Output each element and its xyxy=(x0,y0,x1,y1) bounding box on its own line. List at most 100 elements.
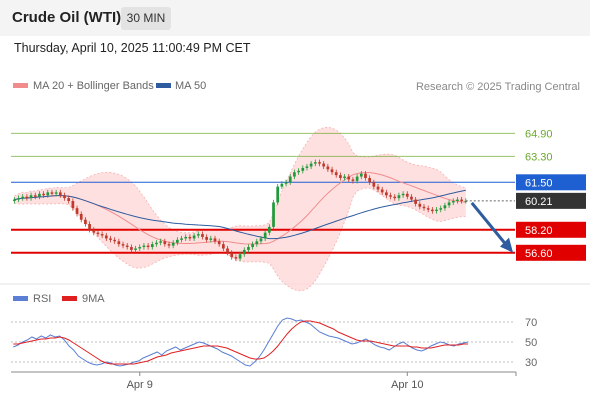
candle-body xyxy=(196,234,200,236)
candle-body xyxy=(226,248,229,253)
candle-body xyxy=(33,195,37,197)
candle-body xyxy=(130,247,133,250)
candle-body xyxy=(155,242,158,245)
candle-body xyxy=(280,183,284,187)
candle-body xyxy=(192,235,196,239)
candle-body xyxy=(234,257,238,259)
rsi-ma-line xyxy=(13,320,468,365)
candle-body xyxy=(25,196,29,199)
candle-body xyxy=(242,249,246,255)
candle-body xyxy=(330,169,334,173)
candle-body xyxy=(38,193,41,197)
candle-body xyxy=(343,176,346,178)
candle-body xyxy=(134,248,137,250)
candle-body xyxy=(180,238,183,240)
legend-label-ma20: MA 20 + Bollinger Bands xyxy=(33,80,154,92)
candle-body xyxy=(326,166,330,170)
candle-body xyxy=(12,199,16,202)
bollinger-upper xyxy=(14,126,466,234)
candle-body xyxy=(255,241,259,245)
level-tag-58.20 xyxy=(516,221,586,238)
candle-body xyxy=(146,245,150,248)
candle-body xyxy=(276,186,280,203)
candle-body xyxy=(247,247,250,250)
level-label-61.50: 61.50 xyxy=(525,177,553,189)
candle-body xyxy=(63,195,66,199)
candle-body xyxy=(435,209,438,212)
candle-body xyxy=(75,208,79,214)
candle-body xyxy=(380,189,384,193)
candle-body xyxy=(142,245,146,248)
candle-body xyxy=(71,201,75,209)
candle-body xyxy=(293,172,296,177)
candle-body xyxy=(355,176,359,181)
candle-body xyxy=(364,173,367,178)
timeframe-button[interactable]: 30 MIN xyxy=(121,7,171,30)
candle-body xyxy=(376,186,380,190)
candle-body xyxy=(67,198,71,202)
candle-body xyxy=(284,182,288,184)
candle-body xyxy=(167,244,171,246)
bollinger-band xyxy=(14,127,466,291)
candle-body xyxy=(426,208,430,210)
candle-body xyxy=(397,195,401,199)
candle-body xyxy=(339,175,342,178)
chart-header: Crude Oil (WTI) 30 MIN xyxy=(0,0,590,36)
candle-body xyxy=(451,201,455,203)
instrument-title: Crude Oil (WTI) xyxy=(12,9,122,26)
x-tick-label: Apr 9 xyxy=(127,379,153,391)
candle-body xyxy=(443,205,447,209)
candle-body xyxy=(460,199,463,202)
legend-label-9ma: 9MA xyxy=(82,293,105,305)
candle-body xyxy=(84,219,87,225)
candle-body xyxy=(288,176,292,183)
candle-body xyxy=(431,209,434,212)
candle-body xyxy=(159,241,163,243)
candle-body xyxy=(209,238,213,240)
candle-body xyxy=(188,236,192,239)
legend-swatch-ma20 xyxy=(13,83,28,88)
candle-body xyxy=(259,238,263,242)
candle-body xyxy=(217,241,221,245)
candle-body xyxy=(439,208,443,210)
legend-label-rsi: RSI xyxy=(33,293,51,305)
candle-body xyxy=(163,241,167,245)
candle-body xyxy=(58,192,62,196)
candle-body xyxy=(238,254,242,259)
candle-body xyxy=(267,226,271,233)
candle-body xyxy=(100,234,104,236)
legend-swatch-ma50 xyxy=(156,83,171,88)
candle-body xyxy=(201,234,204,237)
candle-body xyxy=(385,192,388,196)
candle-body xyxy=(418,203,422,207)
level-tag-61.50 xyxy=(516,174,586,191)
candle-body xyxy=(372,182,376,187)
candle-body xyxy=(313,162,317,164)
candle-body xyxy=(29,195,33,199)
rsi-line xyxy=(13,317,469,367)
candle-body xyxy=(96,232,100,235)
forecast-arrow-shaft xyxy=(470,201,508,246)
level-label-63.30: 63.30 xyxy=(525,151,553,163)
candle-body xyxy=(305,166,309,168)
candle-body xyxy=(401,193,405,196)
candle-body xyxy=(347,176,351,180)
candle-body xyxy=(351,179,355,181)
level-label-56.60: 56.60 xyxy=(525,248,553,260)
legend-label-ma50: MA 50 xyxy=(175,80,206,92)
candle-body xyxy=(213,238,217,242)
candle-body xyxy=(113,239,117,242)
level-label-64.90: 64.90 xyxy=(525,128,553,140)
candle-body xyxy=(447,202,451,206)
candle-body xyxy=(297,170,300,173)
candle-body xyxy=(109,238,112,240)
ma50-line xyxy=(14,189,466,240)
candle-body xyxy=(230,252,234,258)
candle-body xyxy=(125,245,129,248)
candle-body xyxy=(405,193,409,197)
candle-body xyxy=(422,206,426,209)
candle-body xyxy=(21,196,25,199)
candle-body xyxy=(184,236,188,239)
candle-body xyxy=(221,244,225,249)
credit-label: Research © 2025 Trading Central xyxy=(416,81,580,93)
